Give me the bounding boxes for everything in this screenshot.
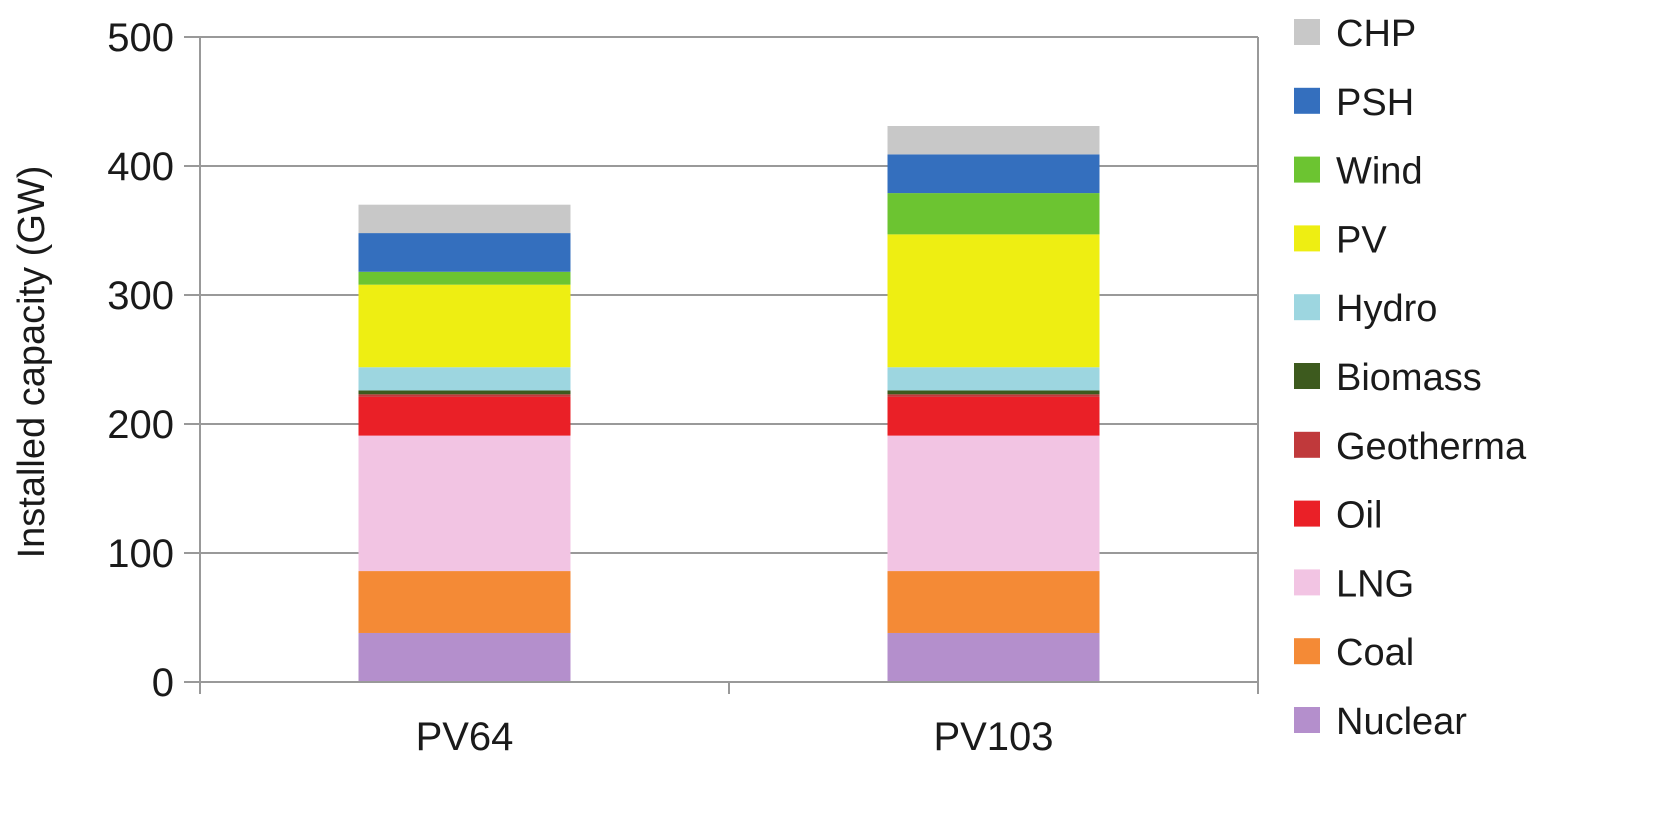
legend-item-psh: PSH xyxy=(1294,82,1414,124)
bar-stack-pv103 xyxy=(887,126,1100,682)
legend-label: CHP xyxy=(1336,13,1416,55)
legend-swatch xyxy=(1294,87,1320,114)
bar-segment-wind xyxy=(358,271,571,285)
x-tick-label: PV103 xyxy=(933,715,1053,759)
bar-segment-coal xyxy=(358,571,571,633)
legend-label: Geotherma xyxy=(1336,426,1527,468)
y-tick-label: 500 xyxy=(107,16,174,60)
legend-swatch xyxy=(1294,638,1320,665)
bar-segment-coal xyxy=(887,571,1100,633)
bar-segment-pv xyxy=(358,284,571,368)
bar-segment-lng xyxy=(358,435,571,572)
legend-label: Hydro xyxy=(1336,288,1437,330)
bar-stacks xyxy=(358,126,1100,682)
legend-item-geotherma: Geotherma xyxy=(1294,426,1527,468)
bar-segment-chp xyxy=(358,204,571,234)
legend-item-lng: LNG xyxy=(1294,563,1414,605)
bar-segment-biomass xyxy=(887,390,1100,395)
legend-label: LNG xyxy=(1336,563,1414,605)
bar-segment-nuclear xyxy=(358,632,571,682)
legend-label: Coal xyxy=(1336,632,1414,674)
bar-segment-wind xyxy=(887,193,1100,235)
legend-label: Wind xyxy=(1336,151,1423,193)
x-tick-label: PV64 xyxy=(416,715,514,759)
legend-swatch xyxy=(1294,363,1320,389)
y-axis-title: Installed capacity (GW) xyxy=(11,166,53,559)
y-tick-label: 100 xyxy=(107,532,174,576)
bar-segment-oil xyxy=(358,396,571,436)
legend-swatch xyxy=(1294,156,1320,183)
legend-item-hydro: Hydro xyxy=(1294,288,1437,330)
bar-segment-geotherma xyxy=(358,394,571,397)
legend-swatch xyxy=(1294,707,1320,733)
bar-segment-hydro xyxy=(887,367,1100,391)
legend-label: Biomass xyxy=(1336,357,1482,399)
legend: CHP PSH Wind PV Hydro Biomass Geotherma Oil LNG C… xyxy=(1294,13,1527,743)
legend-label: PV xyxy=(1336,219,1387,261)
y-tick-label: 400 xyxy=(107,145,174,189)
bar-segment-pv xyxy=(887,234,1100,368)
bar-segment-chp xyxy=(887,126,1100,155)
legend-label: Nuclear xyxy=(1336,701,1467,743)
legend-swatch xyxy=(1294,19,1320,45)
legend-item-wind: Wind xyxy=(1294,151,1423,193)
axes: 0 100 200 300 400 500 PV64 PV103 xyxy=(107,16,1259,759)
bar-segment-psh xyxy=(887,154,1100,194)
y-tick-label: 300 xyxy=(107,274,174,318)
legend-swatch xyxy=(1294,569,1320,596)
y-tick-label: 0 xyxy=(152,661,174,705)
legend-item-pv: PV xyxy=(1294,219,1387,261)
legend-label: PSH xyxy=(1336,82,1414,124)
bar-segment-oil xyxy=(887,396,1100,436)
legend-swatch xyxy=(1294,225,1320,252)
legend-item-chp: CHP xyxy=(1294,13,1416,55)
legend-swatch xyxy=(1294,294,1320,321)
legend-item-oil: Oil xyxy=(1294,495,1382,537)
bar-segment-geotherma xyxy=(887,394,1100,397)
bar-segment-hydro xyxy=(358,367,571,391)
bar-segment-biomass xyxy=(358,390,571,395)
bar-segment-nuclear xyxy=(887,632,1100,682)
bar-stack-pv64 xyxy=(358,204,571,682)
legend-label: Oil xyxy=(1336,495,1382,537)
legend-item-coal: Coal xyxy=(1294,632,1414,674)
bar-segment-lng xyxy=(887,435,1100,572)
y-tick-label: 200 xyxy=(107,403,174,447)
legend-swatch xyxy=(1294,431,1320,458)
legend-item-nuclear: Nuclear xyxy=(1294,701,1467,743)
legend-item-biomass: Biomass xyxy=(1294,357,1482,399)
legend-swatch xyxy=(1294,500,1320,527)
bar-segment-psh xyxy=(358,233,571,272)
